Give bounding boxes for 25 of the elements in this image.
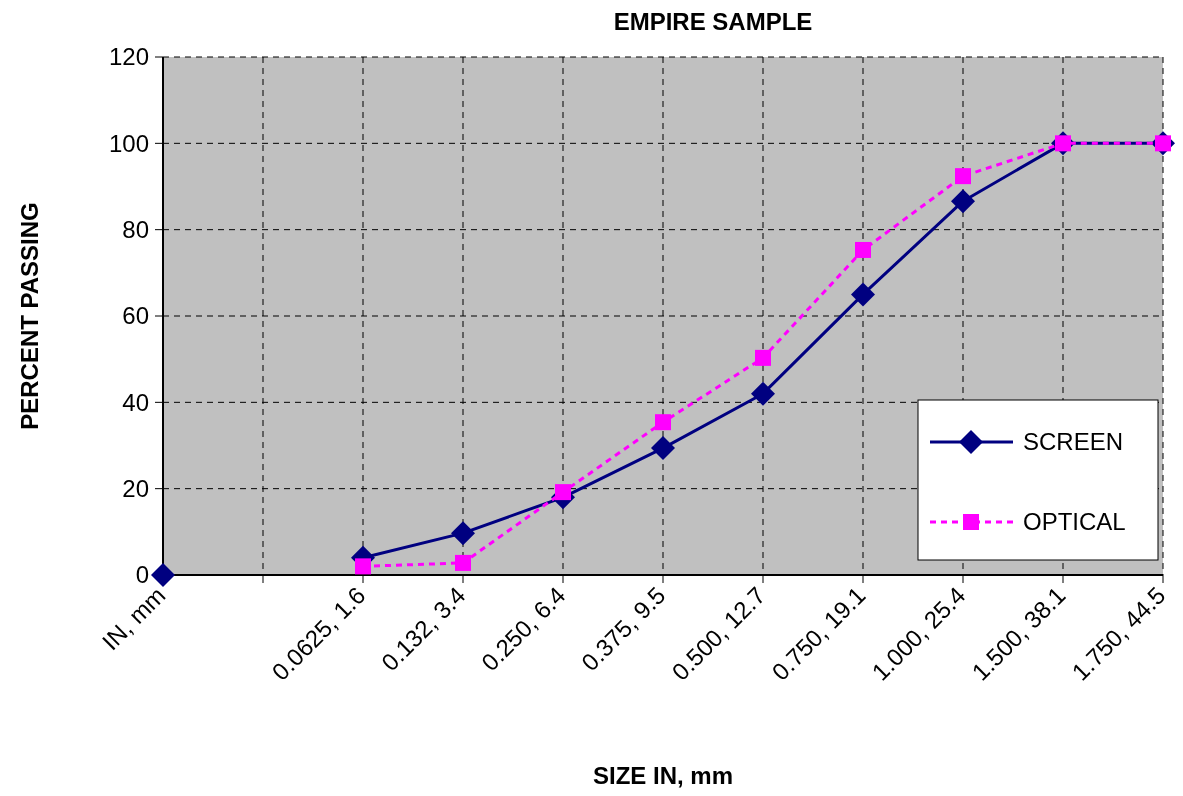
point bbox=[955, 168, 971, 185]
legend-label: SCREEN bbox=[1023, 428, 1124, 456]
point bbox=[951, 189, 975, 214]
point bbox=[555, 484, 571, 501]
y-axis-title: PERCENT PASSING bbox=[16, 202, 43, 430]
point bbox=[151, 563, 175, 587]
legend-label: OPTICAL bbox=[1023, 508, 1126, 536]
y-tick-label: 80 bbox=[122, 216, 149, 244]
y-tick-label: 20 bbox=[122, 475, 149, 503]
point bbox=[755, 349, 771, 366]
point bbox=[651, 436, 675, 461]
y-tick-label: 0 bbox=[135, 561, 149, 589]
point bbox=[451, 521, 475, 546]
y-tick-label: 100 bbox=[108, 129, 149, 157]
point bbox=[855, 241, 871, 258]
chart-title: EMPIRE SAMPLE bbox=[613, 8, 813, 35]
point bbox=[751, 381, 775, 406]
point bbox=[455, 554, 471, 571]
point bbox=[851, 282, 875, 307]
y-tick-label: 60 bbox=[122, 302, 149, 330]
x-axis-title: SIZE IN, mm bbox=[592, 762, 734, 789]
y-tick-label: 40 bbox=[122, 388, 149, 416]
point bbox=[655, 414, 671, 431]
y-tick-label: 120 bbox=[108, 43, 149, 71]
point bbox=[355, 558, 371, 575]
